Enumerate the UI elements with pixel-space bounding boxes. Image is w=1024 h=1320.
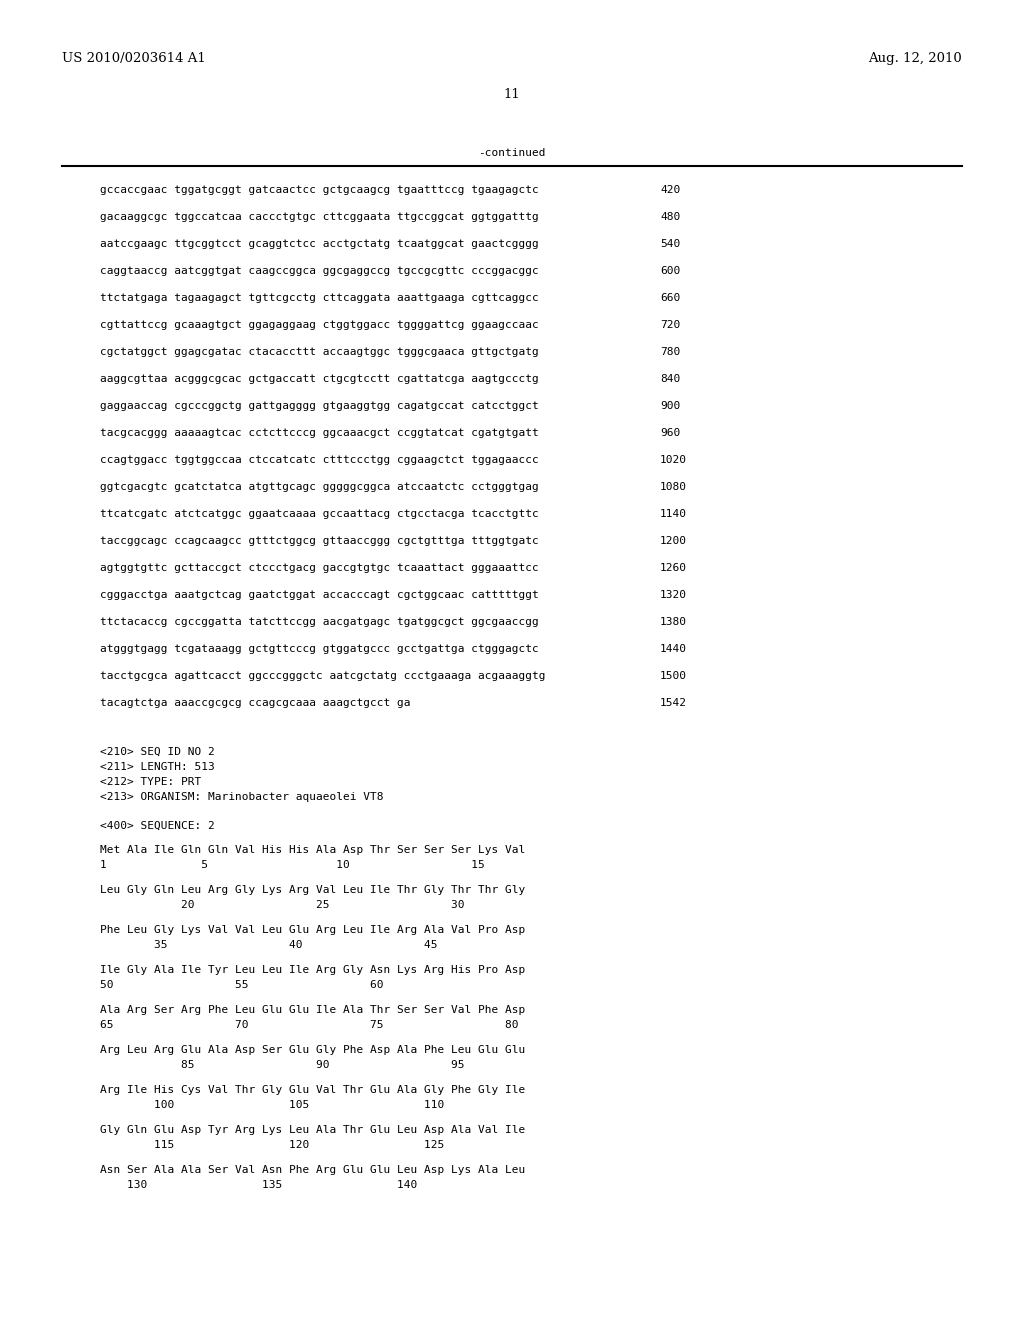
Text: 900: 900 bbox=[660, 401, 680, 411]
Text: 1200: 1200 bbox=[660, 536, 687, 546]
Text: <210> SEQ ID NO 2: <210> SEQ ID NO 2 bbox=[100, 747, 215, 756]
Text: <400> SEQUENCE: 2: <400> SEQUENCE: 2 bbox=[100, 821, 215, 832]
Text: cgggacctga aaatgctcag gaatctggat accacccagt cgctggcaac catttttggt: cgggacctga aaatgctcag gaatctggat accaccc… bbox=[100, 590, 539, 601]
Text: ttctatgaga tagaagagct tgttcgcctg cttcaggata aaattgaaga cgttcaggcc: ttctatgaga tagaagagct tgttcgcctg cttcagg… bbox=[100, 293, 539, 304]
Text: Ala Arg Ser Arg Phe Leu Glu Glu Ile Ala Thr Ser Ser Val Phe Asp: Ala Arg Ser Arg Phe Leu Glu Glu Ile Ala … bbox=[100, 1005, 525, 1015]
Text: Phe Leu Gly Lys Val Val Leu Glu Arg Leu Ile Arg Ala Val Pro Asp: Phe Leu Gly Lys Val Val Leu Glu Arg Leu … bbox=[100, 925, 525, 935]
Text: gccaccgaac tggatgcggt gatcaactcc gctgcaagcg tgaatttccg tgaagagctc: gccaccgaac tggatgcggt gatcaactcc gctgcaa… bbox=[100, 185, 539, 195]
Text: 960: 960 bbox=[660, 428, 680, 438]
Text: 130                 135                 140: 130 135 140 bbox=[100, 1180, 417, 1191]
Text: 1320: 1320 bbox=[660, 590, 687, 601]
Text: 420: 420 bbox=[660, 185, 680, 195]
Text: cgttattccg gcaaagtgct ggagaggaag ctggtggacc tggggattcg ggaagccaac: cgttattccg gcaaagtgct ggagaggaag ctggtgg… bbox=[100, 319, 539, 330]
Text: 660: 660 bbox=[660, 293, 680, 304]
Text: 65                  70                  75                  80: 65 70 75 80 bbox=[100, 1020, 518, 1030]
Text: tacagtctga aaaccgcgcg ccagcgcaaa aaagctgcct ga: tacagtctga aaaccgcgcg ccagcgcaaa aaagctg… bbox=[100, 698, 411, 708]
Text: 1542: 1542 bbox=[660, 698, 687, 708]
Text: ggtcgacgtc gcatctatca atgttgcagc gggggcggca atccaatctc cctgggtgag: ggtcgacgtc gcatctatca atgttgcagc gggggcg… bbox=[100, 482, 539, 492]
Text: gacaaggcgc tggccatcaa caccctgtgc cttcggaata ttgccggcat ggtggatttg: gacaaggcgc tggccatcaa caccctgtgc cttcgga… bbox=[100, 213, 539, 222]
Text: 1380: 1380 bbox=[660, 616, 687, 627]
Text: 1260: 1260 bbox=[660, 564, 687, 573]
Text: Aug. 12, 2010: Aug. 12, 2010 bbox=[868, 51, 962, 65]
Text: 480: 480 bbox=[660, 213, 680, 222]
Text: 115                 120                 125: 115 120 125 bbox=[100, 1140, 444, 1150]
Text: 1500: 1500 bbox=[660, 671, 687, 681]
Text: 11: 11 bbox=[504, 88, 520, 102]
Text: ttctacaccg cgccggatta tatcttccgg aacgatgagc tgatggcgct ggcgaaccgg: ttctacaccg cgccggatta tatcttccgg aacgatg… bbox=[100, 616, 539, 627]
Text: 780: 780 bbox=[660, 347, 680, 356]
Text: Leu Gly Gln Leu Arg Gly Lys Arg Val Leu Ile Thr Gly Thr Thr Gly: Leu Gly Gln Leu Arg Gly Lys Arg Val Leu … bbox=[100, 884, 525, 895]
Text: -continued: -continued bbox=[478, 148, 546, 158]
Text: 85                  90                  95: 85 90 95 bbox=[100, 1060, 465, 1071]
Text: caggtaaccg aatcggtgat caagccggca ggcgaggccg tgccgcgttc cccggacggc: caggtaaccg aatcggtgat caagccggca ggcgagg… bbox=[100, 267, 539, 276]
Text: 1080: 1080 bbox=[660, 482, 687, 492]
Text: ccagtggacc tggtggccaa ctccatcatc ctttccctgg cggaagctct tggagaaccc: ccagtggacc tggtggccaa ctccatcatc ctttccc… bbox=[100, 455, 539, 465]
Text: tacgcacggg aaaaagtcac cctcttcccg ggcaaacgct ccggtatcat cgatgtgatt: tacgcacggg aaaaagtcac cctcttcccg ggcaaac… bbox=[100, 428, 539, 438]
Text: tacctgcgca agattcacct ggcccgggctc aatcgctatg ccctgaaaga acgaaaggtg: tacctgcgca agattcacct ggcccgggctc aatcgc… bbox=[100, 671, 546, 681]
Text: 1020: 1020 bbox=[660, 455, 687, 465]
Text: 1              5                   10                  15: 1 5 10 15 bbox=[100, 861, 484, 870]
Text: agtggtgttc gcttaccgct ctccctgacg gaccgtgtgc tcaaattact gggaaattcc: agtggtgttc gcttaccgct ctccctgacg gaccgtg… bbox=[100, 564, 539, 573]
Text: Gly Gln Glu Asp Tyr Arg Lys Leu Ala Thr Glu Leu Asp Ala Val Ile: Gly Gln Glu Asp Tyr Arg Lys Leu Ala Thr … bbox=[100, 1125, 525, 1135]
Text: 35                  40                  45: 35 40 45 bbox=[100, 940, 437, 950]
Text: Asn Ser Ala Ala Ser Val Asn Phe Arg Glu Glu Leu Asp Lys Ala Leu: Asn Ser Ala Ala Ser Val Asn Phe Arg Glu … bbox=[100, 1166, 525, 1175]
Text: 1440: 1440 bbox=[660, 644, 687, 653]
Text: Ile Gly Ala Ile Tyr Leu Leu Ile Arg Gly Asn Lys Arg His Pro Asp: Ile Gly Ala Ile Tyr Leu Leu Ile Arg Gly … bbox=[100, 965, 525, 975]
Text: 20                  25                  30: 20 25 30 bbox=[100, 900, 465, 909]
Text: Arg Leu Arg Glu Ala Asp Ser Glu Gly Phe Asp Ala Phe Leu Glu Glu: Arg Leu Arg Glu Ala Asp Ser Glu Gly Phe … bbox=[100, 1045, 525, 1055]
Text: Met Ala Ile Gln Gln Val His His Ala Asp Thr Ser Ser Ser Lys Val: Met Ala Ile Gln Gln Val His His Ala Asp … bbox=[100, 845, 525, 855]
Text: taccggcagc ccagcaagcc gtttctggcg gttaaccggg cgctgtttga tttggtgatc: taccggcagc ccagcaagcc gtttctggcg gttaacc… bbox=[100, 536, 539, 546]
Text: 540: 540 bbox=[660, 239, 680, 249]
Text: gaggaaccag cgcccggctg gattgagggg gtgaaggtgg cagatgccat catcctggct: gaggaaccag cgcccggctg gattgagggg gtgaagg… bbox=[100, 401, 539, 411]
Text: 600: 600 bbox=[660, 267, 680, 276]
Text: aaggcgttaa acgggcgcac gctgaccatt ctgcgtcctt cgattatcga aagtgccctg: aaggcgttaa acgggcgcac gctgaccatt ctgcgtc… bbox=[100, 374, 539, 384]
Text: atgggtgagg tcgataaagg gctgttcccg gtggatgccc gcctgattga ctgggagctc: atgggtgagg tcgataaagg gctgttcccg gtggatg… bbox=[100, 644, 539, 653]
Text: 720: 720 bbox=[660, 319, 680, 330]
Text: <213> ORGANISM: Marinobacter aquaeolei VT8: <213> ORGANISM: Marinobacter aquaeolei V… bbox=[100, 792, 384, 803]
Text: <212> TYPE: PRT: <212> TYPE: PRT bbox=[100, 777, 202, 787]
Text: 1140: 1140 bbox=[660, 510, 687, 519]
Text: aatccgaagc ttgcggtcct gcaggtctcc acctgctatg tcaatggcat gaactcgggg: aatccgaagc ttgcggtcct gcaggtctcc acctgct… bbox=[100, 239, 539, 249]
Text: 50                  55                  60: 50 55 60 bbox=[100, 979, 384, 990]
Text: US 2010/0203614 A1: US 2010/0203614 A1 bbox=[62, 51, 206, 65]
Text: ttcatcgatc atctcatggc ggaatcaaaa gccaattacg ctgcctacga tcacctgttc: ttcatcgatc atctcatggc ggaatcaaaa gccaatt… bbox=[100, 510, 539, 519]
Text: 100                 105                 110: 100 105 110 bbox=[100, 1100, 444, 1110]
Text: Arg Ile His Cys Val Thr Gly Glu Val Thr Glu Ala Gly Phe Gly Ile: Arg Ile His Cys Val Thr Gly Glu Val Thr … bbox=[100, 1085, 525, 1096]
Text: 840: 840 bbox=[660, 374, 680, 384]
Text: cgctatggct ggagcgatac ctacaccttt accaagtggc tgggcgaaca gttgctgatg: cgctatggct ggagcgatac ctacaccttt accaagt… bbox=[100, 347, 539, 356]
Text: <211> LENGTH: 513: <211> LENGTH: 513 bbox=[100, 762, 215, 772]
